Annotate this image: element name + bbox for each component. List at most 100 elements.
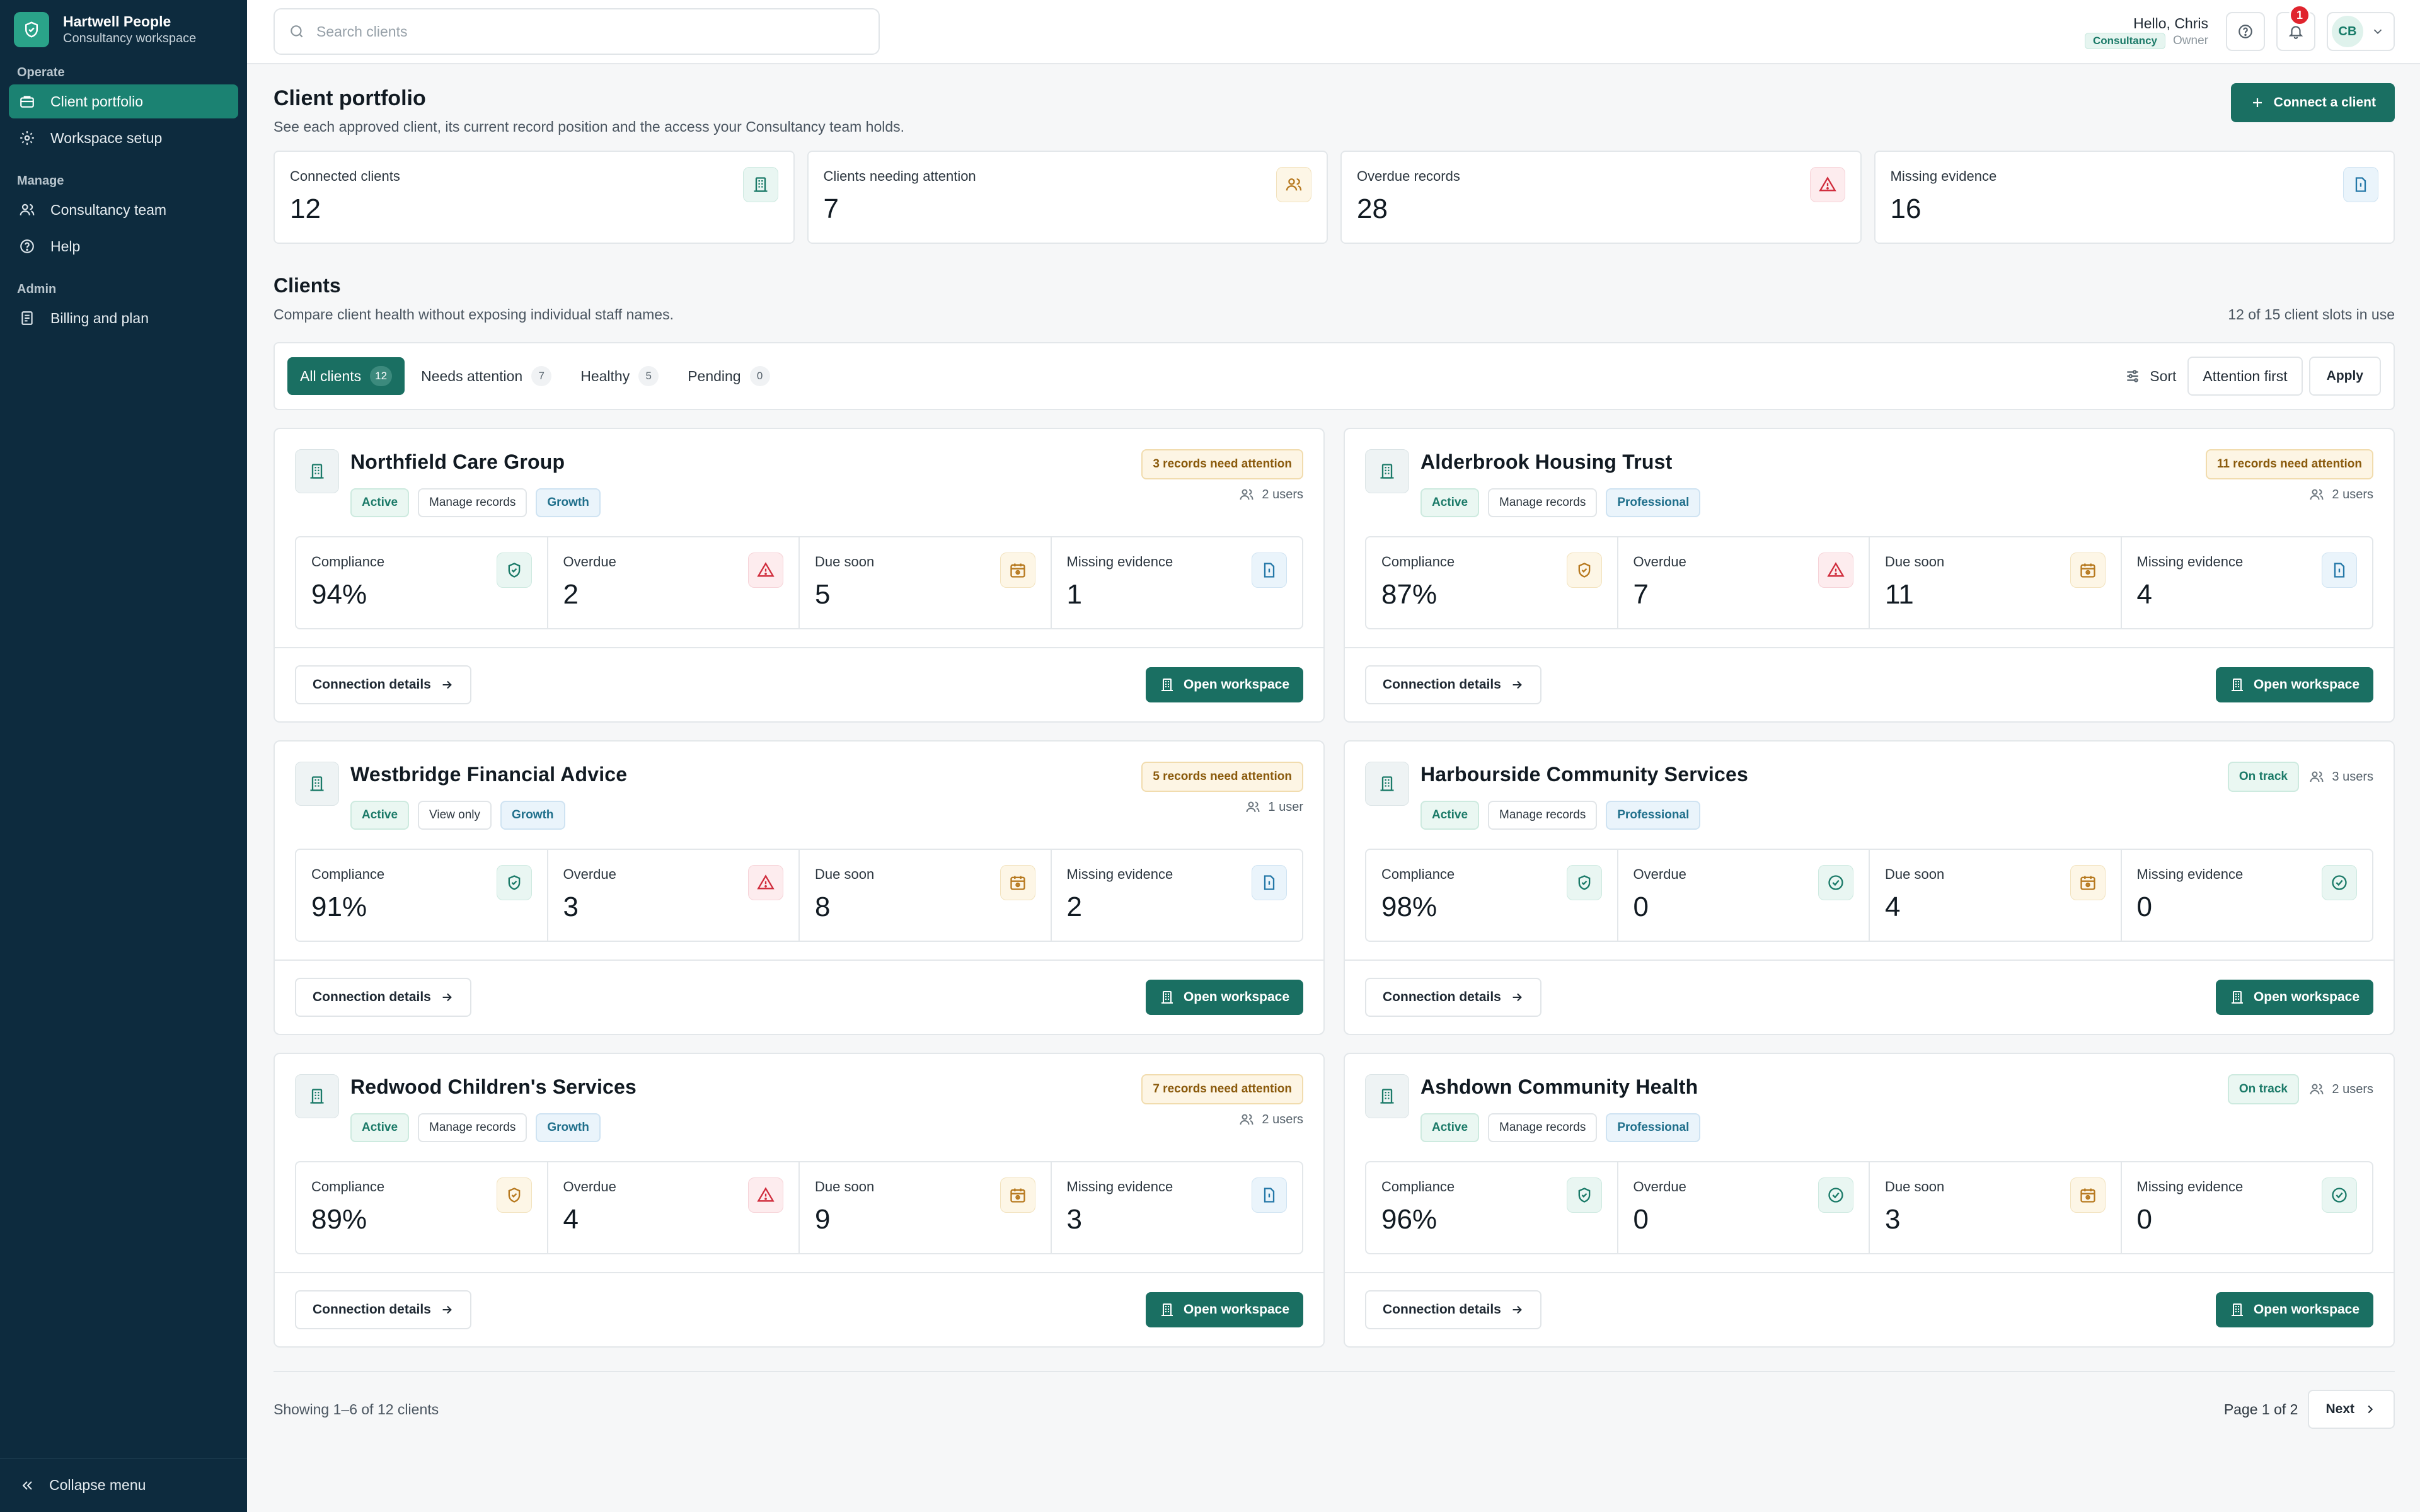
connection-details-label: Connection details	[1383, 677, 1501, 692]
sidebar-item-workspace-setup[interactable]: Workspace setup	[9, 121, 238, 155]
main-area: Hello, Chris Consultancy Owner 1 CB Cl	[247, 0, 2420, 1512]
connection-details-button[interactable]: Connection details	[1365, 978, 1541, 1017]
next-page-button[interactable]: Next	[2308, 1390, 2395, 1429]
collapse-menu-button[interactable]: Collapse menu	[0, 1458, 247, 1512]
metric-value: 3	[1066, 1204, 1082, 1235]
nav-section-operate: Operate	[17, 66, 65, 79]
status-tag: Active	[1420, 488, 1480, 517]
file-icon	[2322, 553, 2357, 588]
stat-label: Clients needing attention	[823, 168, 976, 184]
metric-label: Overdue	[563, 554, 616, 570]
sidebar-item-consultancy-team[interactable]: Consultancy team	[9, 193, 238, 227]
tab-count-badge: 0	[749, 366, 770, 386]
arrow-right-icon	[1510, 990, 1524, 1004]
building-icon	[1365, 762, 1409, 806]
sidebar-item-billing[interactable]: Billing and plan	[9, 301, 238, 335]
tab-healthy[interactable]: Healthy 5	[568, 357, 671, 395]
user-count: 2 users	[2309, 487, 2373, 502]
user-count: 2 users	[1239, 487, 1303, 502]
plan-tag: Growth	[536, 1113, 601, 1142]
help-icon	[2237, 23, 2254, 40]
sidebar-item-client-portfolio[interactable]: Client portfolio	[9, 84, 238, 118]
open-workspace-button[interactable]: Open workspace	[2215, 667, 2373, 702]
connection-details-label: Connection details	[1383, 990, 1501, 1004]
metric-due-soon: Due soon 8	[800, 850, 1052, 941]
stat-value: 16	[1890, 193, 1922, 224]
org-badge: Consultancy	[2085, 33, 2166, 49]
connection-details-button[interactable]: Connection details	[295, 978, 471, 1017]
tab-pending[interactable]: Pending 0	[675, 357, 782, 395]
client-slots-text: 12 of 15 client slots in use	[2228, 306, 2395, 323]
plan-tag: Professional	[1606, 488, 1701, 517]
user-count-text: 2 users	[1262, 487, 1303, 501]
metric-overdue: Overdue 4	[548, 1162, 800, 1253]
metric-label: Due soon	[815, 554, 875, 570]
connection-details-button[interactable]: Connection details	[1365, 665, 1541, 704]
search-box[interactable]	[274, 8, 880, 55]
help-button[interactable]	[2226, 12, 2265, 51]
check-circle-icon	[2322, 865, 2357, 900]
search-input[interactable]	[316, 23, 865, 40]
alert-triangle-icon	[748, 553, 783, 588]
metric-value: 91%	[311, 891, 367, 922]
arrow-right-icon	[440, 990, 454, 1004]
users-icon	[1245, 799, 1260, 815]
metric-value: 1	[1066, 579, 1082, 610]
sort-text: Sort	[2150, 367, 2177, 384]
connection-details-button[interactable]: Connection details	[295, 665, 471, 704]
tab-label: Needs attention	[421, 367, 523, 384]
tab-count-badge: 5	[638, 366, 659, 386]
stat-card: Clients needing attention 7	[807, 151, 1328, 244]
brand-name: Hartwell People	[63, 13, 171, 30]
stat-value: 7	[823, 193, 839, 224]
file-icon	[1252, 553, 1287, 588]
sort-select[interactable]: Attention first	[2187, 357, 2303, 396]
user-menu-button[interactable]: CB	[2327, 12, 2395, 51]
sidebar-item-help[interactable]: Help	[9, 229, 238, 263]
access-tag: Manage records	[1488, 801, 1598, 830]
calendar-clock-icon	[2070, 1177, 2106, 1213]
open-workspace-label: Open workspace	[2253, 1302, 2360, 1317]
open-workspace-button[interactable]: Open workspace	[1145, 980, 1303, 1015]
file-icon	[1252, 1177, 1287, 1213]
metric-value: 2	[563, 579, 579, 610]
metric-label: Missing evidence	[1066, 1179, 1173, 1194]
tab-needs-attention[interactable]: Needs attention 7	[408, 357, 564, 395]
notifications-button[interactable]: 1	[2276, 4, 2315, 51]
metric-missing-evidence: Missing evidence 4	[2122, 537, 2373, 628]
shield-icon	[14, 12, 49, 47]
tab-all-clients[interactable]: All clients 12	[287, 357, 405, 395]
metric-overdue: Overdue 7	[1618, 537, 1870, 628]
tab-label: All clients	[300, 367, 362, 384]
alert-triangle-icon	[748, 1177, 783, 1213]
metric-value: 0	[2136, 1204, 2152, 1235]
calendar-clock-icon	[2070, 865, 2106, 900]
calendar-clock-icon	[1000, 865, 1035, 900]
status-tag: Active	[350, 801, 410, 830]
sidebar-item-label: Workspace setup	[50, 129, 163, 146]
avatar: CB	[2332, 16, 2363, 47]
client-metrics: Compliance 87% Overdue 7 Due soon 11 Mis…	[1365, 536, 2373, 629]
metric-value: 4	[1885, 891, 1901, 922]
notification-count-badge: 1	[2289, 4, 2310, 26]
connection-details-button[interactable]: Connection details	[295, 1290, 471, 1329]
topbar: Hello, Chris Consultancy Owner 1 CB	[247, 0, 2420, 64]
connect-client-button[interactable]: Connect a client	[2230, 83, 2395, 122]
open-workspace-button[interactable]: Open workspace	[1145, 1292, 1303, 1327]
client-metrics: Compliance 96% Overdue 0 Due soon 3 Miss…	[1365, 1161, 2373, 1254]
status-tag: Active	[1420, 1113, 1480, 1142]
tab-count-badge: 7	[531, 366, 552, 386]
metric-value: 8	[815, 891, 831, 922]
stat-label: Missing evidence	[1890, 168, 1997, 184]
metric-label: Missing evidence	[1066, 866, 1173, 882]
open-workspace-button[interactable]: Open workspace	[1145, 667, 1303, 702]
open-workspace-button[interactable]: Open workspace	[2215, 1292, 2373, 1327]
page-title: Client portfolio	[274, 86, 426, 110]
connection-details-button[interactable]: Connection details	[1365, 1290, 1541, 1329]
arrow-right-icon	[1510, 1303, 1524, 1317]
metric-label: Overdue	[563, 866, 616, 882]
summary-stats: Connected clients 12 Clients needing att…	[274, 151, 2395, 244]
building-icon	[1160, 990, 1175, 1005]
apply-button[interactable]: Apply	[2308, 357, 2381, 396]
open-workspace-button[interactable]: Open workspace	[2215, 980, 2373, 1015]
